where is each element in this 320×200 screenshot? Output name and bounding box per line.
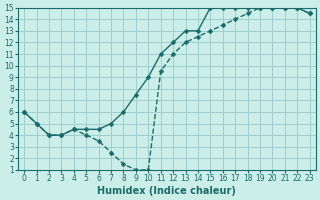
X-axis label: Humidex (Indice chaleur): Humidex (Indice chaleur) [98, 186, 236, 196]
